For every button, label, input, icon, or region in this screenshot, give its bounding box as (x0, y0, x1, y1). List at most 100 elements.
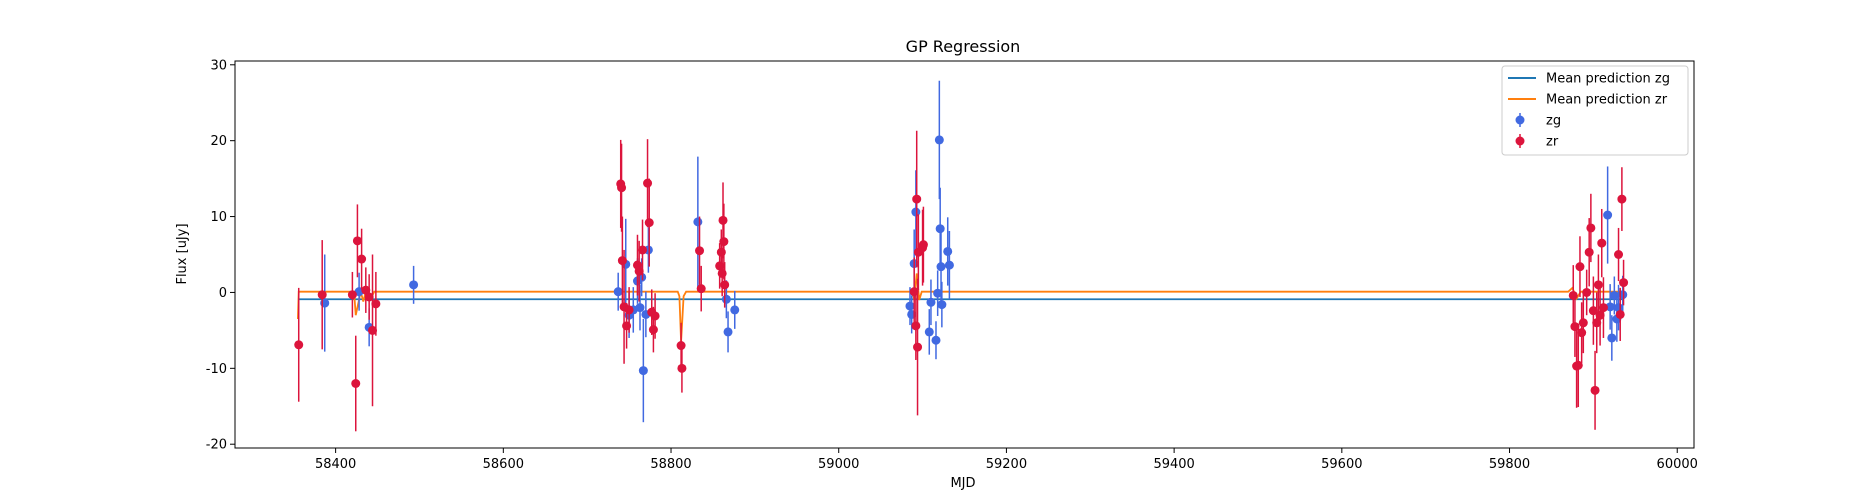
y-axis-label: Flux [uJy] (175, 223, 190, 284)
zg-marker-23 (926, 297, 936, 307)
zr-point-60 (1617, 167, 1627, 231)
zr-marker-23 (650, 311, 660, 321)
zr-marker-5 (357, 254, 367, 264)
zr-marker-45 (1575, 262, 1585, 272)
zg-marker-9 (635, 303, 645, 313)
zr-point-2 (347, 271, 357, 318)
x-tick-label-59600: 59600 (1321, 457, 1362, 472)
zr-marker-47 (1578, 318, 1588, 328)
zr-point-9 (371, 271, 381, 336)
zg-point-23 (926, 279, 936, 326)
legend-mean-zg-label: Mean prediction zg (1546, 72, 1670, 87)
zr-marker-44 (1573, 360, 1583, 370)
legend-box (1501, 65, 1689, 156)
zr-marker-26 (695, 246, 705, 256)
zr-point-32 (719, 203, 729, 280)
zg-marker-14 (693, 217, 703, 227)
chart-title: GP Regression (906, 37, 1021, 56)
zr-point-23 (650, 293, 660, 339)
zr-point-0 (294, 287, 304, 402)
zr-marker-2 (347, 290, 357, 300)
zg-point-30 (943, 217, 953, 286)
legend-zg-swatch (1515, 115, 1525, 125)
zr-point-52 (1590, 350, 1600, 430)
x-tick-label-58600: 58600 (483, 457, 524, 472)
zg-marker-3 (409, 280, 419, 290)
axes: 58400 58600 58800 59000 59200 59400 59600 59800… (206, 58, 1698, 472)
zg-marker-16 (723, 327, 733, 337)
x-tick-label-59000: 59000 (818, 457, 859, 472)
zg-marker-31 (944, 260, 954, 270)
zr-point-8 (368, 254, 378, 407)
zr-point-26 (695, 216, 705, 285)
zr-marker-15 (624, 305, 634, 315)
zr-point-51 (1588, 276, 1598, 345)
zr-point-41 (1568, 265, 1578, 326)
zr-marker-41 (1568, 290, 1578, 300)
zg-marker-17 (730, 305, 740, 315)
y-tick-label-20: 20 (210, 134, 227, 149)
zg-marker-1 (354, 287, 364, 297)
zr-point-50 (1586, 193, 1596, 263)
zr-point-45 (1575, 236, 1585, 297)
zr-point-19 (643, 139, 653, 228)
zg-point-3 (409, 265, 419, 304)
zg-point-11 (638, 319, 648, 423)
zr-marker-3 (351, 379, 361, 388)
zr-point-20 (644, 178, 654, 267)
zg-marker-11 (638, 366, 648, 376)
zr-point-57 (1598, 277, 1608, 338)
zg-point-31 (944, 230, 954, 300)
zg-marker-26 (934, 135, 944, 145)
zr-point-55 (1595, 284, 1605, 346)
zr-marker-32 (719, 237, 729, 247)
zr-marker-24 (676, 341, 686, 351)
zg-point-22 (924, 309, 934, 355)
y-tick-label-30: 30 (210, 58, 227, 73)
zr-marker-33 (720, 280, 730, 290)
x-tick-label-59800: 59800 (1489, 457, 1530, 472)
zr-marker-18 (638, 245, 648, 255)
zr-point-47 (1578, 292, 1588, 354)
zr-point-59 (1615, 287, 1625, 342)
zr-marker-27 (696, 284, 706, 294)
zr-marker-59 (1615, 309, 1625, 319)
zg-marker-4 (613, 287, 623, 297)
zg-marker-21 (911, 207, 921, 217)
zg-point-33 (1605, 284, 1615, 330)
zr-marker-20 (644, 218, 654, 228)
plot-area (294, 80, 1629, 432)
zg-marker-25 (933, 288, 943, 298)
zr-marker-17 (634, 266, 644, 276)
zr-point-61 (1619, 259, 1629, 306)
plot-frame (234, 60, 1695, 449)
zr-point-11 (617, 143, 627, 232)
zg-point-26 (934, 80, 944, 200)
zr-point-53 (1592, 292, 1602, 354)
zg-marker-30 (943, 246, 953, 256)
zg-point-32 (1603, 166, 1613, 264)
zr-marker-7 (364, 292, 374, 302)
zr-marker-46 (1577, 328, 1587, 338)
zg-marker-22 (924, 327, 934, 337)
zr-marker-35 (911, 321, 921, 331)
zr-marker-40 (918, 240, 928, 250)
zr-marker-11 (617, 183, 627, 193)
zr-marker-52 (1590, 385, 1600, 395)
y-tick-label--10: -10 (206, 362, 227, 377)
legend-zg-label: zg (1546, 114, 1561, 129)
zg-marker-27 (935, 224, 945, 234)
zr-marker-8 (368, 325, 378, 335)
zr-marker-37 (913, 342, 923, 352)
zr-point-56 (1597, 208, 1607, 278)
zr-marker-51 (1588, 306, 1598, 316)
zr-point-27 (696, 265, 706, 312)
zg-point-25 (933, 270, 943, 316)
zg-point-21 (911, 170, 921, 254)
zr-marker-12 (617, 256, 627, 266)
plot-inner (294, 80, 1629, 432)
zr-point-6 (361, 267, 371, 313)
zr-marker-36 (912, 194, 922, 204)
zg-marker-29 (937, 300, 947, 310)
zr-marker-50 (1586, 223, 1596, 233)
